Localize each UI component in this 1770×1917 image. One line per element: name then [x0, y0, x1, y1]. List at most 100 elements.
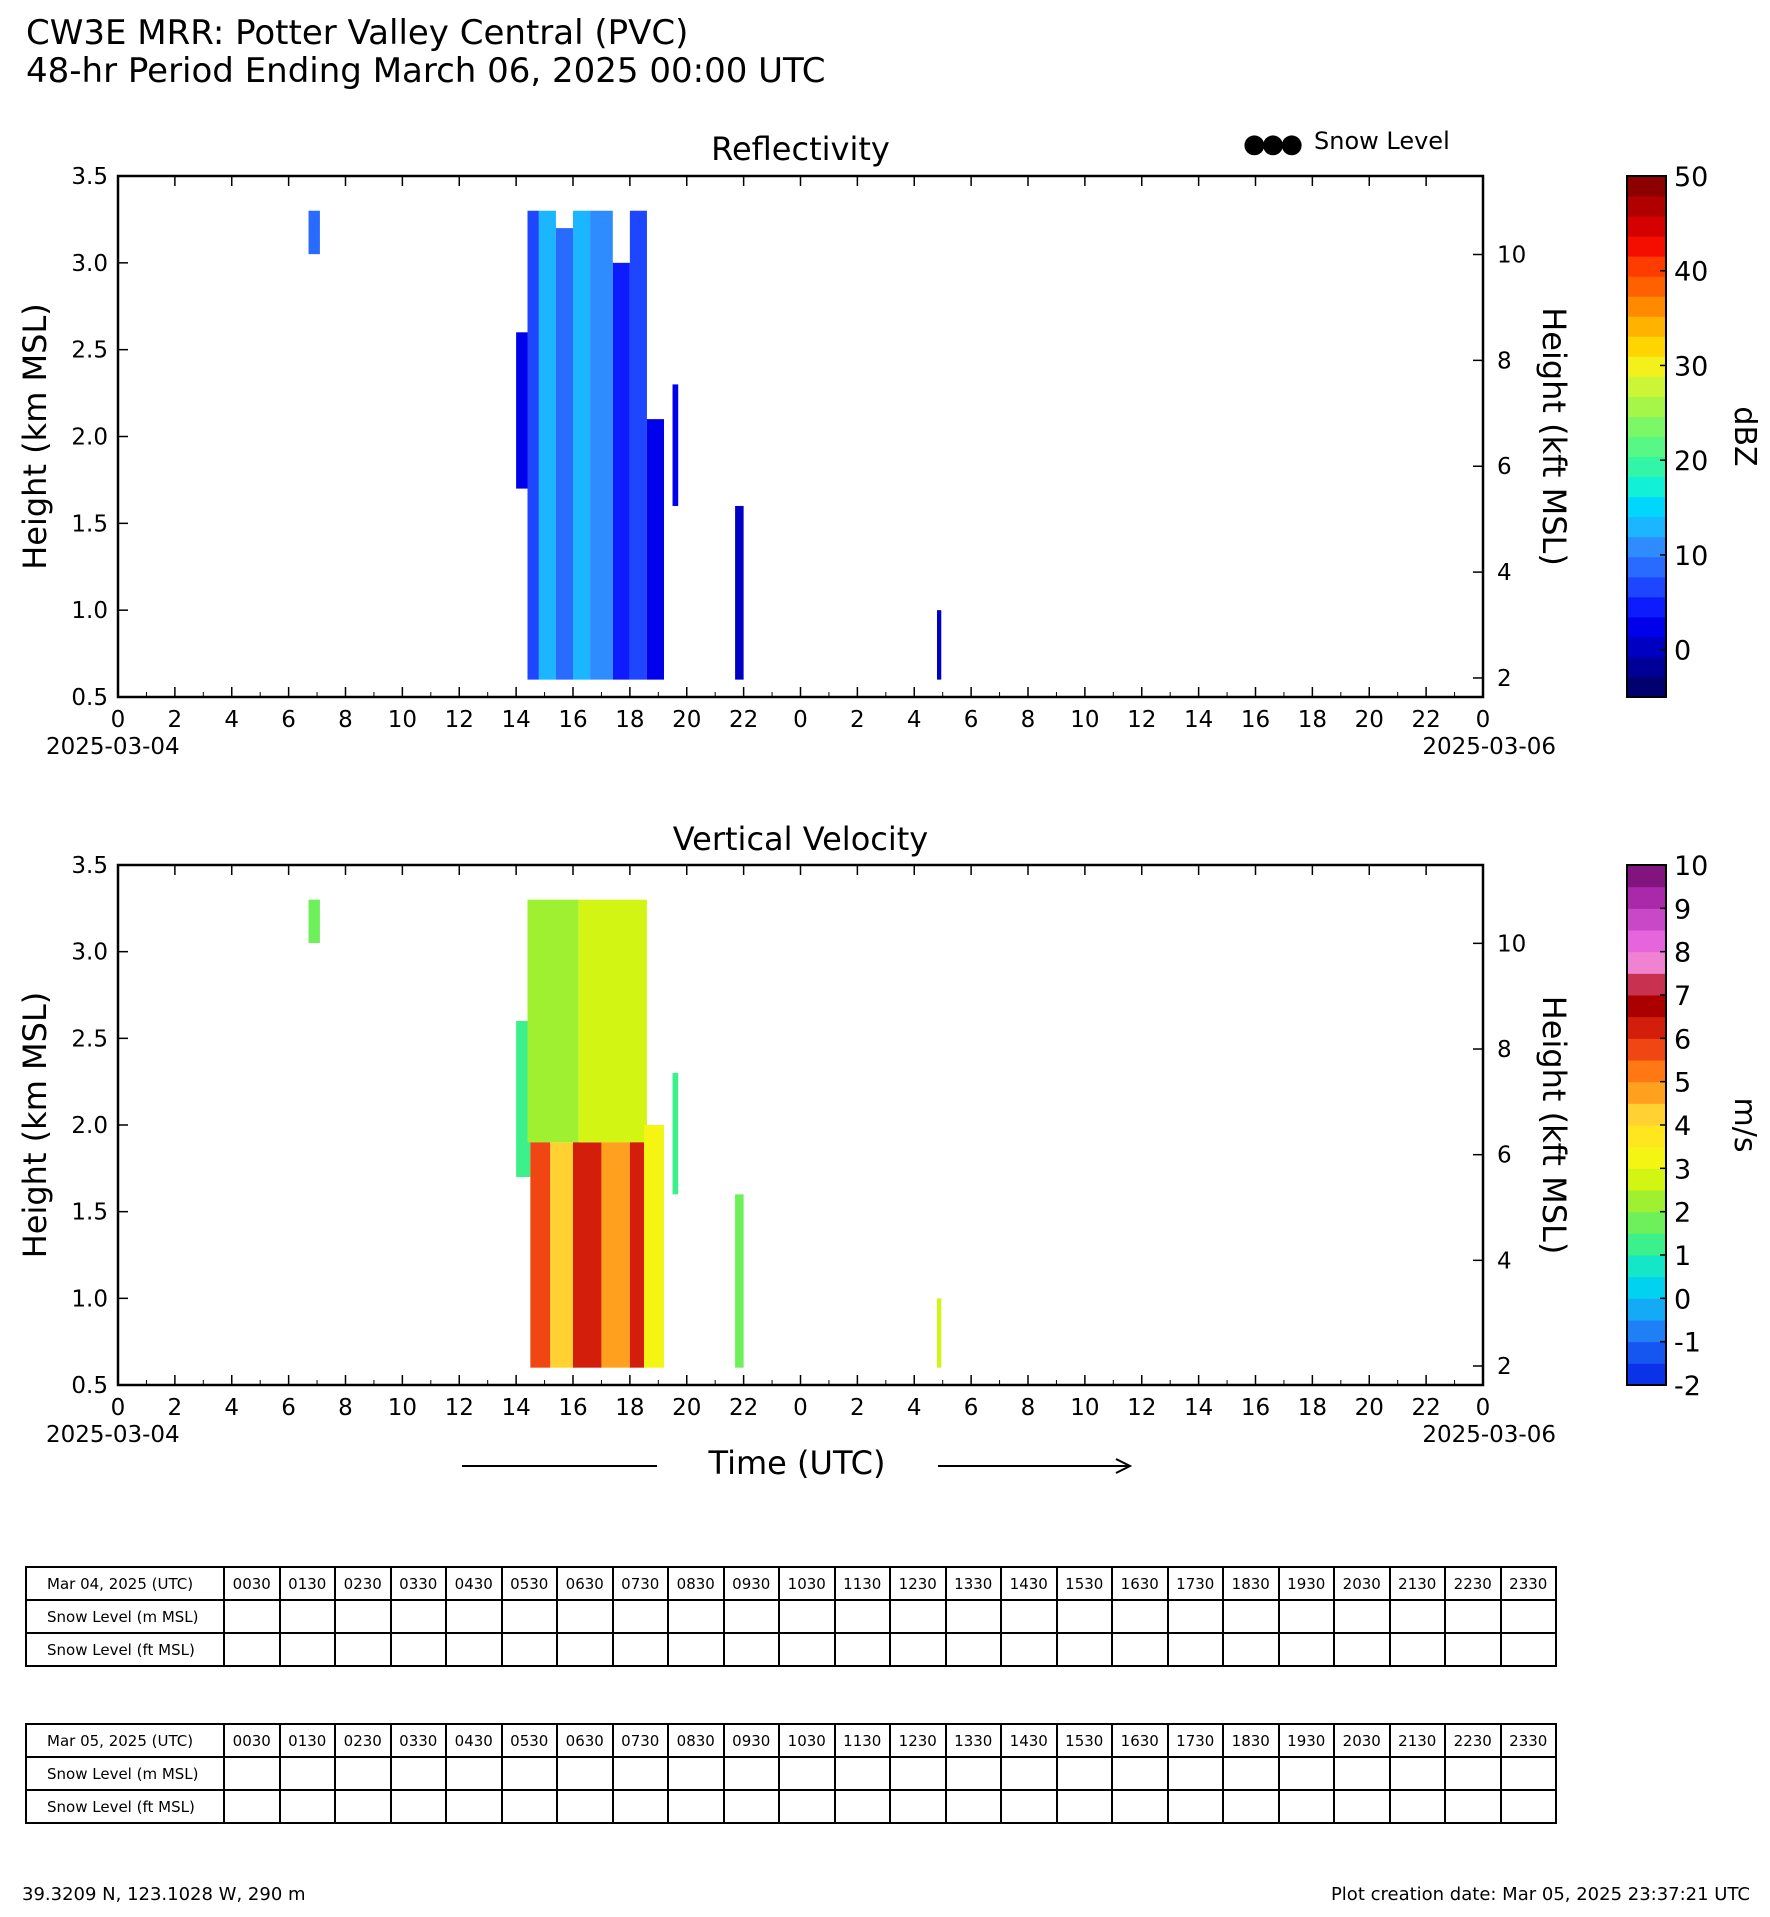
- snow-level-m-cell: [334, 1756, 392, 1791]
- snow-level-m-cell: [1111, 1599, 1169, 1634]
- heatmap-cell: [590, 210, 613, 680]
- x-tick-label: 0: [111, 707, 126, 733]
- snow-level-ft-cell: [334, 1632, 392, 1667]
- y-tick-label: 3.0: [71, 251, 108, 277]
- snow-level-ft-cell: [1388, 1632, 1446, 1667]
- snow-level-m-cell: [1388, 1599, 1446, 1634]
- table-time-header: 0730: [611, 1723, 669, 1758]
- colorbar-tick-label: 5: [1674, 1068, 1691, 1099]
- x-tick-label: 2: [168, 1395, 183, 1421]
- heatmap-cell: [735, 1194, 744, 1368]
- colorbar-segment: [1627, 930, 1666, 953]
- colorbar-segment: [1627, 336, 1666, 357]
- y-tick-label: 1.5: [71, 1200, 108, 1226]
- x-tick-label: 18: [1298, 707, 1327, 733]
- y-tick-label: 3.0: [71, 940, 108, 966]
- x-tick-label: 16: [1241, 1395, 1270, 1421]
- x-tick-label: 10: [388, 1395, 417, 1421]
- colorbar-segment: [1627, 1276, 1666, 1299]
- x-tick-label: 12: [445, 1395, 474, 1421]
- table-time-header: 0530: [500, 1566, 558, 1601]
- snow-level-table-day-1: Mar 04, 2025 (UTC) 0030 0130 0230 0330 0430 05…: [25, 1566, 1557, 1667]
- colorbar-segment: [1627, 536, 1666, 558]
- snow-level-table-day-2: Mar 05, 2025 (UTC) 0030 0130 0230 0330 0430 05…: [25, 1723, 1557, 1824]
- x-tick-label: 2: [168, 707, 183, 733]
- snow-level-ft-cell: [223, 1632, 281, 1667]
- heatmap-cell: [527, 899, 579, 1143]
- snow-level-m-cell: [1277, 1756, 1335, 1791]
- x-tick-label: 0: [111, 1395, 126, 1421]
- snow-level-m-cell: [1333, 1599, 1391, 1634]
- colorbar-tick-label: 0: [1674, 636, 1691, 667]
- snow-level-legend-marker: ●●●: [1243, 129, 1302, 159]
- y2-axis-label: Height (kft MSL): [1535, 307, 1573, 566]
- table-time-header: 1930: [1277, 1723, 1335, 1758]
- colorbar-tick-label: 4: [1674, 1111, 1691, 1142]
- x-tick-label: 20: [672, 707, 701, 733]
- x-tick-label: 6: [281, 707, 296, 733]
- snow-level-ft-cell: [334, 1789, 392, 1824]
- x-tick-label: 12: [1127, 707, 1156, 733]
- y-tick-label: 0.5: [71, 685, 108, 711]
- x-tick-label: 10: [388, 707, 417, 733]
- table-time-header: 0030: [223, 1723, 281, 1758]
- table-time-header: 0230: [334, 1723, 392, 1758]
- x-tick-label: 4: [224, 707, 239, 733]
- colorbar-segment: [1627, 636, 1666, 658]
- snow-level-m-cell: [500, 1756, 558, 1791]
- table-time-header: 1930: [1277, 1566, 1335, 1601]
- snow-level-ft-cell: [778, 1789, 836, 1824]
- snow-level-m-cell: [833, 1599, 891, 1634]
- page-title-line-2: 48-hr Period Ending March 06, 2025 00:00…: [26, 51, 826, 91]
- x-tick-label: 6: [281, 1395, 296, 1421]
- table-time-header: 0130: [278, 1566, 336, 1601]
- snow-level-m-cell: [500, 1599, 558, 1634]
- y-tick-label: 0.5: [71, 1373, 108, 1399]
- colorbar-segment: [1627, 676, 1666, 698]
- heatmap-cell: [629, 210, 647, 680]
- colorbar-segment: [1627, 216, 1666, 237]
- snow-level-m-cell: [278, 1756, 336, 1791]
- table-time-header: 2030: [1333, 1723, 1391, 1758]
- colorbar-tick-label: 7: [1674, 981, 1691, 1012]
- x-tick-label: 10: [1070, 707, 1099, 733]
- colorbar-tick-label: 10: [1674, 851, 1708, 882]
- snow-level-ft-cell: [1111, 1632, 1169, 1667]
- colorbar-tick-label: 1: [1674, 1241, 1691, 1272]
- x-tick-label: 14: [501, 1395, 530, 1421]
- table-date-label: Mar 05, 2025 (UTC): [25, 1723, 225, 1758]
- snow-level-m-cell: [667, 1599, 725, 1634]
- colorbar-tick-label: 3: [1674, 1154, 1691, 1185]
- snow-level-m-label: Snow Level (m MSL): [25, 1756, 225, 1791]
- colorbar-segment: [1627, 456, 1666, 478]
- table-time-header: 1330: [944, 1723, 1002, 1758]
- table-time-header: 1230: [889, 1723, 947, 1758]
- table-time-header: 0630: [556, 1566, 614, 1601]
- y-tick-label: 2.0: [71, 1113, 108, 1139]
- heatmap-cell: [308, 899, 320, 943]
- colorbar-segment: [1627, 1298, 1666, 1321]
- table-row-snow-level-ft: Snow Level (ft MSL): [25, 1789, 1557, 1824]
- heatmap-cell: [516, 1021, 531, 1177]
- snow-level-m-cell: [833, 1756, 891, 1791]
- snow-level-ft-cell: [944, 1789, 1002, 1824]
- colorbar-tick-label: 0: [1674, 1284, 1691, 1315]
- snow-level-ft-cell: [944, 1632, 1002, 1667]
- snow-level-ft-cell: [500, 1789, 558, 1824]
- snow-level-m-cell: [1055, 1756, 1113, 1791]
- snow-level-ft-cell: [556, 1789, 614, 1824]
- snow-level-m-cell: [223, 1599, 281, 1634]
- colorbar-segment: [1627, 496, 1666, 518]
- colorbar-segment: [1627, 396, 1666, 417]
- snow-level-m-cell: [1499, 1756, 1557, 1791]
- snow-level-m-cell: [667, 1756, 725, 1791]
- snow-level-ft-cell: [389, 1789, 447, 1824]
- start-date-label: 2025-03-04: [46, 1422, 180, 1448]
- colorbar-tick-label: 50: [1674, 162, 1708, 193]
- colorbar-tick-label: 20: [1674, 446, 1708, 477]
- snow-level-ft-cell: [722, 1632, 780, 1667]
- snow-level-ft-cell: [500, 1632, 558, 1667]
- table-time-header: 1330: [944, 1566, 1002, 1601]
- snow-level-m-cell: [556, 1599, 614, 1634]
- table-time-header: 1430: [1000, 1723, 1058, 1758]
